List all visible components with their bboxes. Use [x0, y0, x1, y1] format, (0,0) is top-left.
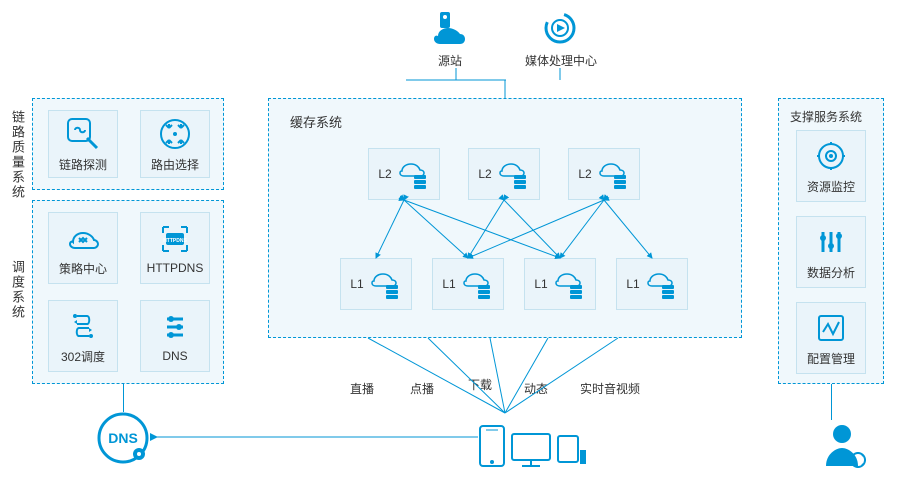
- origin-icon: [430, 8, 470, 53]
- r302-box: 302调度: [48, 300, 118, 372]
- top-connector: [268, 68, 742, 98]
- dns-circle-icon: DNS: [95, 410, 151, 471]
- httpdns-box: HTTPDNS HTTPDNS: [140, 212, 210, 284]
- route-box: 路由选择: [140, 110, 210, 178]
- dns-vline: [123, 384, 124, 412]
- ana-label: 数据分析: [807, 264, 855, 281]
- media-label: 媒体处理中心: [525, 52, 597, 69]
- sched-title: 调度系统: [8, 260, 27, 320]
- policy-label: 策略中心: [59, 260, 107, 277]
- link-title: 链路质量系统: [8, 110, 27, 200]
- right-vline: [831, 384, 832, 420]
- cfg-box: 配置管理: [796, 302, 866, 374]
- dns-label: DNS: [162, 349, 187, 363]
- probe-box: 链路探测: [48, 110, 118, 178]
- dns-arrow: [150, 436, 480, 438]
- mon-label: 资源监控: [807, 178, 855, 195]
- devices-icon: [478, 420, 588, 475]
- probe-label: 链路探测: [59, 156, 107, 173]
- cache-connections: [268, 98, 742, 338]
- cfg-label: 配置管理: [807, 350, 855, 367]
- dns-box: DNS: [140, 300, 210, 372]
- media-icon: [540, 8, 580, 53]
- route-label: 路由选择: [151, 156, 199, 173]
- person-icon: [820, 420, 870, 475]
- policy-box: 策略中心: [48, 212, 118, 284]
- dns-circle-label: DNS: [108, 430, 138, 446]
- origin-label: 源站: [438, 52, 462, 69]
- svg-text:HTTPDNS: HTTPDNS: [163, 238, 187, 244]
- service-connector: [268, 338, 742, 428]
- httpdns-label: HTTPDNS: [147, 261, 204, 275]
- r302-label: 302调度: [61, 348, 105, 365]
- right-title: 支撑服务系统: [790, 108, 862, 125]
- mon-box: 资源监控: [796, 130, 866, 202]
- ana-box: 数据分析: [796, 216, 866, 288]
